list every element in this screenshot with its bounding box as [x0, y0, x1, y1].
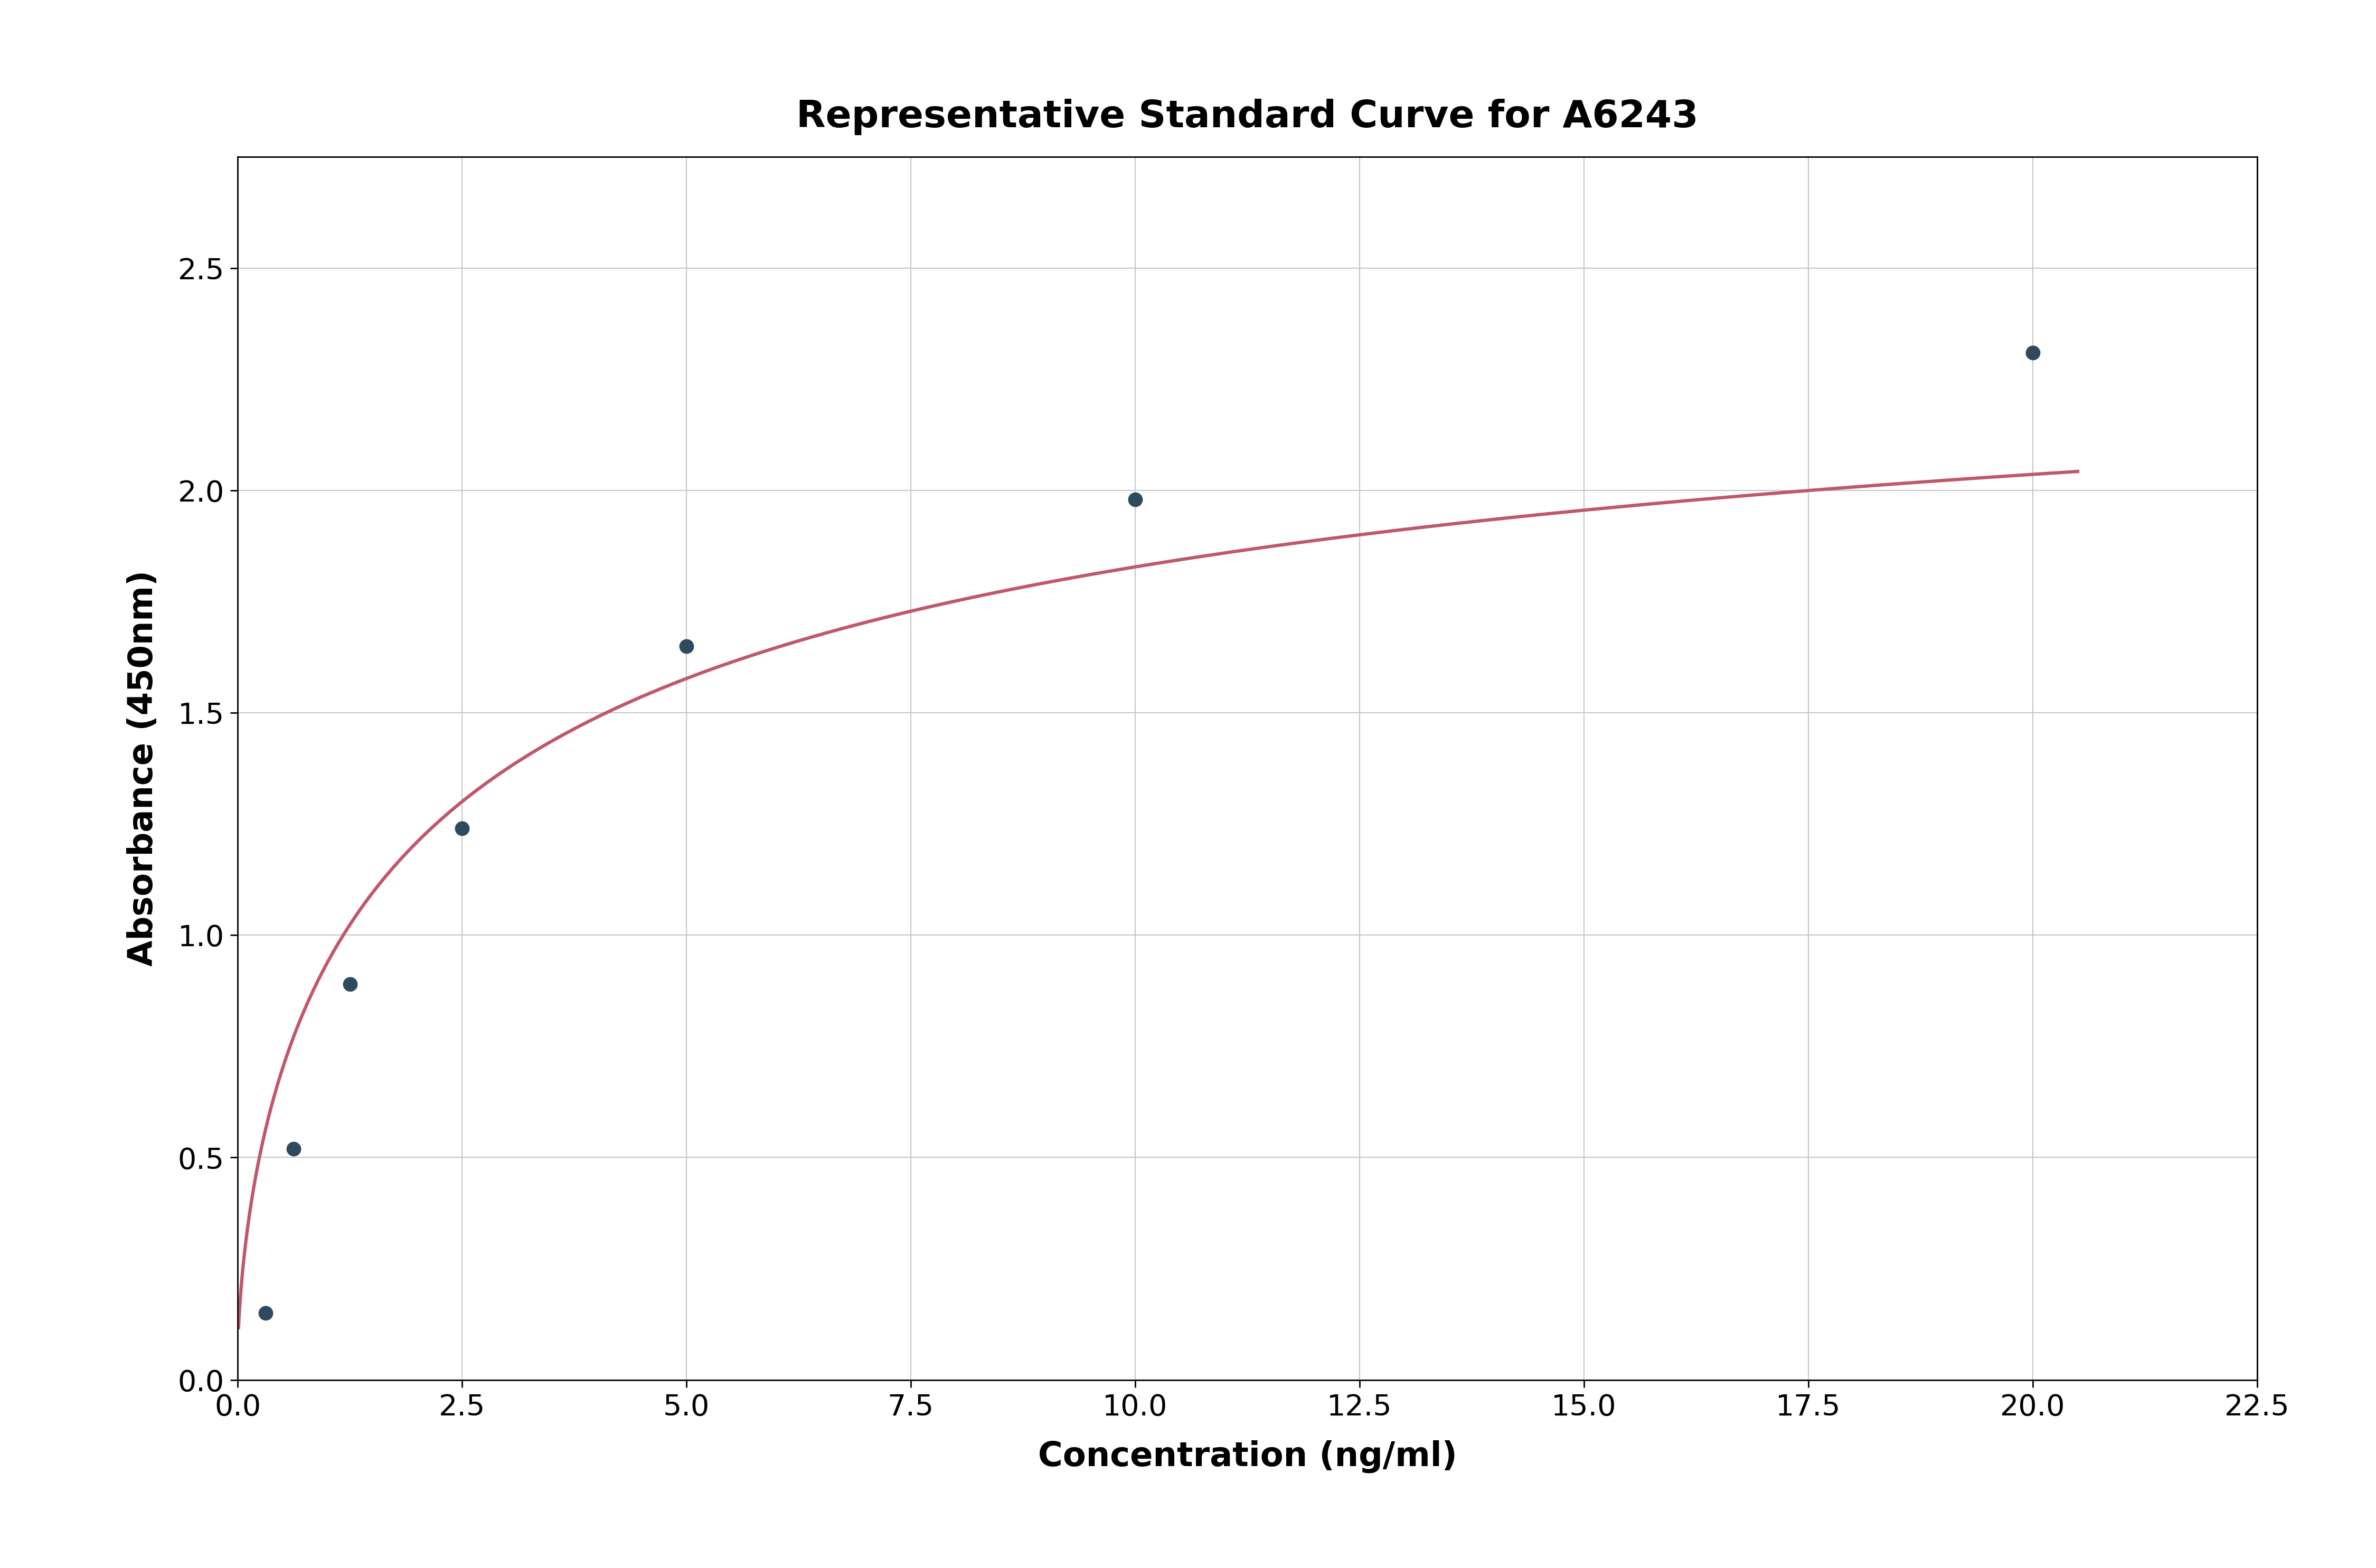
- Point: [1117, 486, 1155, 511]
- Point: [330, 972, 368, 997]
- X-axis label: Concentration (ng/ml): Concentration (ng/ml): [1038, 1439, 1456, 1472]
- Y-axis label: Absorbance (450nm): Absorbance (450nm): [126, 571, 159, 966]
- Point: [276, 1137, 314, 1162]
- Point: [668, 633, 706, 659]
- Point: [247, 1300, 285, 1325]
- Point: [2015, 340, 2053, 365]
- Title: Representative Standard Curve for A6243: Representative Standard Curve for A6243: [796, 99, 1699, 135]
- Point: [442, 815, 480, 840]
